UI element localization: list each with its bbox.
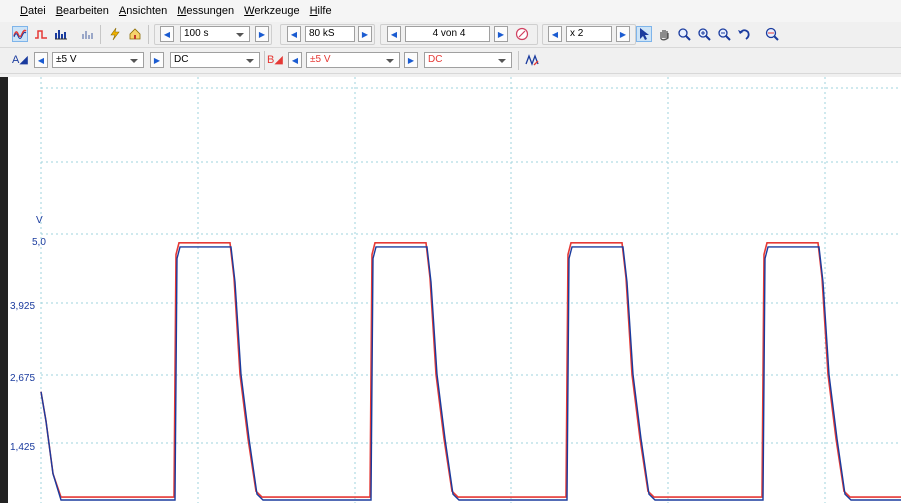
channel-a-range: ±5 V	[56, 54, 77, 65]
timebase-select[interactable]: 100 s	[180, 26, 250, 42]
capture-next-button[interactable]: ▶	[494, 26, 508, 42]
channel-b-name: B	[267, 54, 275, 66]
channel-b-coupling-select[interactable]: DC	[424, 52, 512, 68]
pointer-tool-icon[interactable]	[636, 26, 652, 42]
channel-a-range-select[interactable]: ±5 V	[52, 52, 144, 68]
y-tick-label: 5,0	[32, 237, 46, 248]
undo-zoom-icon[interactable]	[736, 26, 752, 42]
y-tick-label: 2,675	[10, 373, 36, 384]
y-tick-label: 1,425	[10, 442, 36, 453]
zoom-out-icon[interactable]	[716, 26, 732, 42]
toolbar-separator	[148, 25, 149, 44]
timebase-group	[154, 24, 272, 45]
capture-navigator-icon[interactable]	[514, 26, 530, 42]
channel-b-range: ±5 V	[310, 54, 331, 65]
capture-group	[380, 24, 538, 45]
samples-group	[280, 24, 375, 45]
zoom-group	[542, 24, 636, 45]
zoom-value: x 2	[570, 28, 584, 39]
capture-value: 4 von 4	[432, 28, 466, 39]
home-icon[interactable]	[127, 26, 143, 42]
y-tick-label: 3,925	[10, 301, 36, 312]
channel-b-label[interactable]: B◢	[267, 54, 283, 66]
channel-a-name: A	[12, 54, 20, 66]
menu-messungen[interactable]: Messungen	[177, 5, 235, 17]
menu-bearbeiten[interactable]: Bearbeiten	[55, 5, 109, 17]
timebase-value: 100 s	[184, 28, 209, 39]
samples-field[interactable]: 80 kS	[305, 26, 355, 42]
channel-b-coupling: DC	[428, 54, 443, 65]
spectrum-persist-icon[interactable]	[80, 26, 96, 42]
channel-a-trace	[40, 246, 901, 501]
channel-a-label[interactable]: A◢	[12, 54, 28, 66]
channel-b-range-increase[interactable]: ▶	[404, 52, 418, 68]
toolbar-separator	[518, 51, 519, 70]
capture-previous-button[interactable]: ◀	[387, 26, 401, 42]
trigger-lightning-icon[interactable]	[107, 26, 123, 42]
menu-datei[interactable]: Datei	[20, 5, 46, 17]
waveform-svg	[40, 77, 901, 503]
zoom-in-icon[interactable]	[696, 26, 712, 42]
timebase-increase-button[interactable]: ▶	[255, 26, 269, 42]
zoom-overview-icon[interactable]	[764, 26, 780, 42]
hand-tool-icon[interactable]	[656, 26, 672, 42]
window-left-edge	[0, 77, 8, 503]
oscilloscope-plot[interactable]: V 5,0 3,925 2,675 1,425	[8, 77, 901, 503]
channel-b-range-decrease[interactable]: ◀	[288, 52, 302, 68]
channel-toolbar: A◢ ◀ ±5 V ▶ DC B◢ ◀ ±5 V ▶ DC	[0, 48, 901, 74]
channel-a-coupling: DC	[174, 54, 189, 65]
signal-generator-icon[interactable]	[524, 52, 540, 68]
zoom-decrease-button[interactable]: ◀	[548, 26, 562, 42]
menu-werkzeuge[interactable]: Werkzeuge	[244, 5, 300, 17]
menu-bar: Datei Bearbeiten Ansichten Messungen Wer…	[0, 0, 901, 22]
zoom-increase-button[interactable]: ▶	[616, 26, 630, 42]
channel-b-trace	[40, 242, 901, 498]
channel-b-range-select[interactable]: ±5 V	[306, 52, 400, 68]
channel-a-range-increase[interactable]: ▶	[150, 52, 164, 68]
menu-ansichten[interactable]: Ansichten	[118, 5, 168, 17]
main-toolbar: ◀ 100 s ▶ ◀ 80 kS ▶ ◀ 4 von 4 ▶ ◀ x 2 ▶	[0, 22, 901, 48]
timebase-decrease-button[interactable]: ◀	[160, 26, 174, 42]
samples-value: 80 kS	[309, 28, 335, 39]
y-axis-unit: V	[36, 215, 43, 226]
scope-mode-icon[interactable]	[12, 26, 28, 42]
zoom-area-icon[interactable]	[676, 26, 692, 42]
channel-a-coupling-select[interactable]: DC	[170, 52, 260, 68]
toolbar-separator	[100, 25, 101, 44]
menu-hilfe[interactable]: Hilfe	[309, 5, 332, 17]
zoom-field[interactable]: x 2	[566, 26, 612, 42]
samples-increase-button[interactable]: ▶	[358, 26, 372, 42]
persistence-mode-icon[interactable]	[33, 26, 49, 42]
channel-a-range-decrease[interactable]: ◀	[34, 52, 48, 68]
capture-field[interactable]: 4 von 4	[405, 26, 490, 42]
toolbar-separator	[264, 51, 265, 70]
spectrum-mode-icon[interactable]	[53, 26, 69, 42]
samples-decrease-button[interactable]: ◀	[287, 26, 301, 42]
